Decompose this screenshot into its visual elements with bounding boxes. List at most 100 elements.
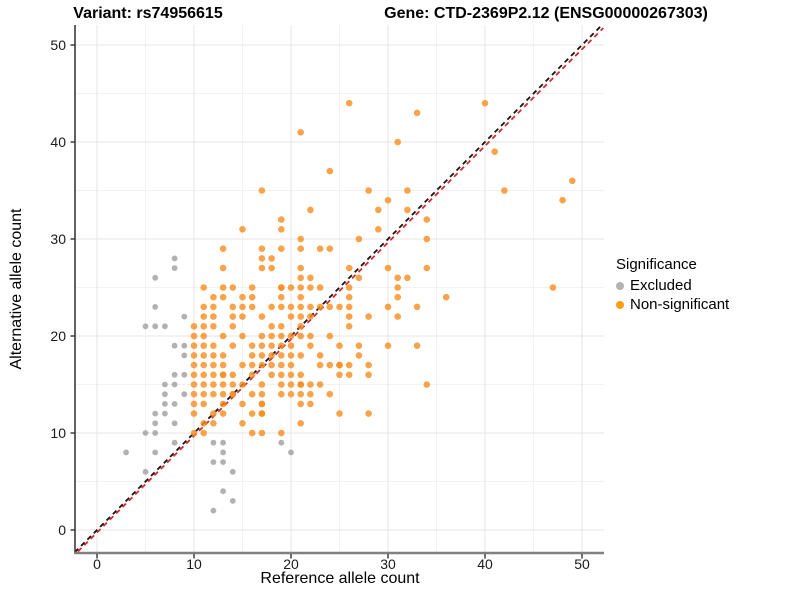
data-point xyxy=(210,352,217,359)
data-point xyxy=(210,371,217,379)
data-point xyxy=(200,381,207,388)
data-point xyxy=(326,390,334,398)
data-point xyxy=(384,342,392,350)
data-point xyxy=(345,303,353,311)
data-point xyxy=(162,381,168,388)
data-point xyxy=(258,390,266,398)
data-point xyxy=(278,429,285,437)
data-point xyxy=(190,352,198,359)
data-point xyxy=(258,342,266,350)
data-point xyxy=(345,99,353,107)
data-point xyxy=(200,332,207,340)
data-point xyxy=(229,313,237,320)
data-point xyxy=(413,342,421,350)
data-point xyxy=(258,352,266,359)
data-point xyxy=(239,420,246,427)
data-point xyxy=(326,245,334,252)
data-point xyxy=(336,303,343,311)
data-point xyxy=(229,381,237,388)
data-point xyxy=(394,313,402,320)
data-point xyxy=(210,342,217,350)
data-point xyxy=(316,245,324,252)
data-point xyxy=(171,381,178,388)
data-point xyxy=(326,361,334,369)
data-point xyxy=(316,303,324,311)
data-point xyxy=(152,449,159,456)
data-point xyxy=(278,226,285,233)
data-point xyxy=(491,148,499,155)
data-points xyxy=(123,99,576,514)
data-point xyxy=(162,410,168,417)
data-point xyxy=(297,352,305,359)
data-point xyxy=(316,352,324,359)
data-point xyxy=(297,245,305,252)
data-point xyxy=(171,420,178,427)
data-point xyxy=(258,400,266,408)
data-point xyxy=(278,293,285,301)
data-point xyxy=(200,390,207,398)
x-tick-label: 40 xyxy=(477,556,493,572)
data-point xyxy=(345,361,353,369)
data-point xyxy=(375,206,382,214)
data-point xyxy=(365,410,372,417)
x-tick-label: 20 xyxy=(283,556,299,572)
data-point xyxy=(258,332,266,340)
data-point xyxy=(229,284,237,291)
data-point xyxy=(220,439,227,446)
data-point xyxy=(248,342,256,350)
data-point xyxy=(278,323,285,330)
data-point xyxy=(239,400,246,408)
data-point xyxy=(307,303,314,311)
data-point xyxy=(336,342,343,350)
data-point xyxy=(229,390,237,398)
data-point xyxy=(258,255,266,262)
data-point xyxy=(239,313,246,320)
axis-lines-and-ticks xyxy=(70,25,604,559)
data-point xyxy=(375,226,382,233)
data-point xyxy=(268,361,275,369)
data-point xyxy=(248,284,256,291)
data-point xyxy=(268,352,275,359)
data-point xyxy=(268,264,275,272)
y-tick-label: 30 xyxy=(50,231,66,247)
data-point xyxy=(229,498,236,504)
data-point xyxy=(210,381,217,388)
data-point xyxy=(219,332,227,340)
data-point xyxy=(278,303,285,311)
gene-title: Gene: CTD-2369P2.12 (ENSG00000267303) xyxy=(384,5,708,22)
data-point xyxy=(181,342,188,349)
data-point xyxy=(365,313,372,320)
data-point xyxy=(219,390,227,398)
data-point xyxy=(423,216,431,223)
data-point xyxy=(442,293,450,301)
data-point xyxy=(229,342,237,350)
data-point xyxy=(123,449,129,456)
data-point xyxy=(278,361,285,369)
data-point xyxy=(307,284,314,291)
data-point xyxy=(365,187,372,194)
x-tick-label: 10 xyxy=(186,556,202,572)
data-point xyxy=(287,313,295,320)
data-point xyxy=(171,401,178,407)
data-point xyxy=(268,332,275,340)
data-point xyxy=(307,381,314,388)
data-point xyxy=(210,323,217,330)
data-point xyxy=(152,304,159,310)
data-point xyxy=(384,264,392,272)
data-point xyxy=(326,167,334,175)
data-point xyxy=(278,352,285,359)
data-point xyxy=(219,410,227,417)
data-point xyxy=(297,303,305,311)
data-point xyxy=(152,410,159,417)
data-point xyxy=(171,342,178,349)
data-point xyxy=(423,235,431,243)
data-point xyxy=(229,323,237,330)
data-point xyxy=(297,381,305,388)
data-point xyxy=(190,332,198,340)
data-point xyxy=(297,264,305,272)
data-point xyxy=(404,206,411,214)
data-point xyxy=(355,274,363,282)
data-point xyxy=(287,342,295,350)
data-point xyxy=(394,138,402,146)
data-point xyxy=(229,303,237,311)
